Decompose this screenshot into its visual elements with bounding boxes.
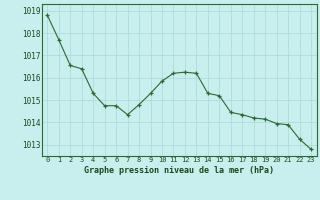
X-axis label: Graphe pression niveau de la mer (hPa): Graphe pression niveau de la mer (hPa) [84,166,274,175]
